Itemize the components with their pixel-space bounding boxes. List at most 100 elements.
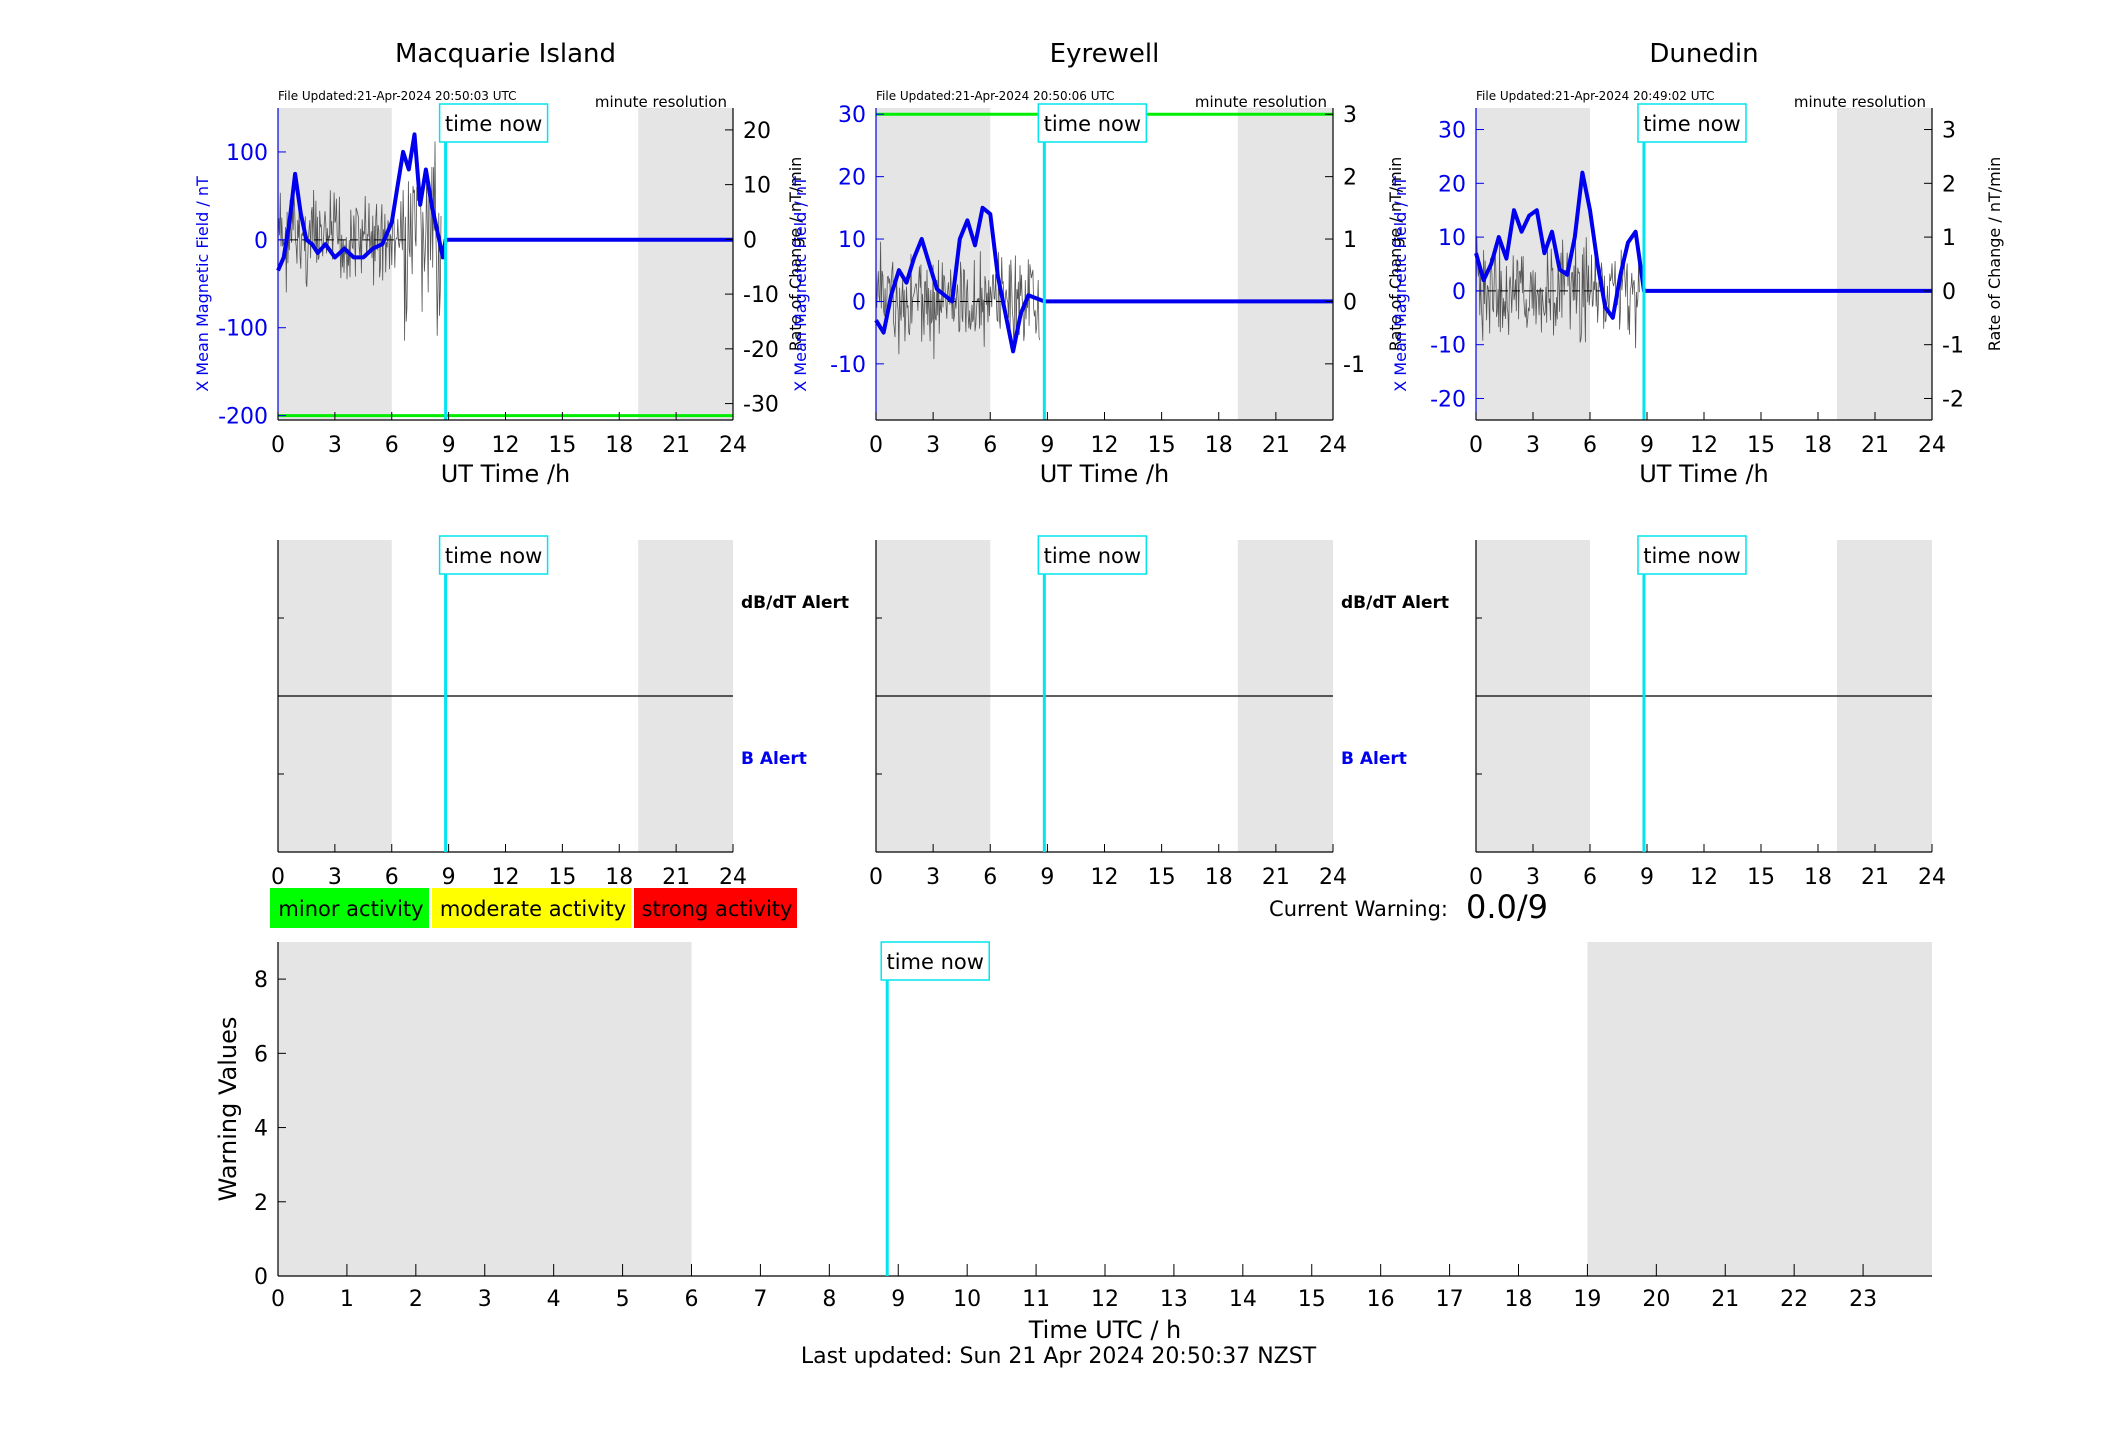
y-axis-label: Warning Values [214, 1017, 242, 1202]
legend-moderate-swatch [432, 888, 631, 928]
x-tick-label: 24 [1319, 865, 1347, 890]
x-tick-label: 11 [1022, 1287, 1050, 1312]
resolution-text: minute resolution [595, 93, 727, 111]
x-tick-label: 15 [548, 433, 576, 458]
night-shade-2 [1237, 108, 1333, 420]
x-tick-label: 9 [1640, 433, 1654, 458]
x-tick-label: 18 [1505, 1287, 1533, 1312]
time-now-label: time now [445, 112, 542, 136]
x-tick-label: 3 [926, 865, 940, 890]
y-tick-label: 6 [254, 1042, 268, 1067]
y-tick-label: 4 [254, 1117, 268, 1142]
y-tick-label: 8 [254, 968, 268, 993]
legend-minor-swatch [270, 888, 429, 928]
x-tick-label: 21 [1711, 1287, 1739, 1312]
station-title: Macquarie Island [395, 39, 616, 69]
station-title: Dunedin [1649, 39, 1758, 69]
x-tick-label: 12 [492, 433, 520, 458]
time-now-box [438, 535, 549, 575]
time-now-box [1037, 103, 1148, 143]
y-tick-label: 2 [254, 1191, 268, 1216]
alert-panel-3: time now 0 3 6 9 12 15 18 21 24 [1469, 535, 1946, 890]
x-axis-label: UT Time /h [1040, 460, 1170, 488]
right-tick-label: -20 [743, 338, 779, 363]
x-axis-label: UT Time /h [1639, 460, 1769, 488]
x-tick-label: 18 [605, 865, 633, 890]
x-tick-label: 15 [1747, 433, 1775, 458]
left-tick-label: 0 [1452, 280, 1466, 305]
y-tick-label: 0 [254, 1265, 268, 1290]
x-tick-label: 16 [1367, 1287, 1395, 1312]
x-tick-label: 9 [442, 865, 456, 890]
x-tick-label: 7 [753, 1287, 767, 1312]
x-tick-label: 22 [1780, 1287, 1808, 1312]
x-axis-label: Time UTC / h [1028, 1316, 1182, 1344]
x-tick-label: 17 [1436, 1287, 1464, 1312]
right-tick-label: 0 [1942, 280, 1956, 305]
resolution-text: minute resolution [1794, 93, 1926, 111]
time-now-box [880, 941, 990, 981]
legend-strong-label: strong activity [642, 897, 793, 921]
right-tick-label: 3 [1343, 103, 1357, 128]
x-tick-label: 21 [662, 433, 690, 458]
y-axis-label-left: X Mean Magnetic Field / nT [193, 176, 212, 392]
night-shade-2 [1587, 942, 1932, 1276]
x-tick-label: 8 [822, 1287, 836, 1312]
dbdt-alert-label: dB/dT Alert [741, 593, 849, 613]
x-tick-label: 6 [385, 865, 399, 890]
x-tick-label: 12 [1091, 865, 1119, 890]
x-axis-label: UT Time /h [441, 460, 571, 488]
x-tick-label: 6 [1583, 433, 1597, 458]
x-tick-label: 14 [1229, 1287, 1257, 1312]
y-axis-label-right: Rate of Change / nT/min [1386, 157, 1405, 352]
x-tick-label: 0 [869, 865, 883, 890]
left-tick-label: -10 [1430, 334, 1466, 359]
left-tick-label: 30 [1438, 119, 1466, 144]
dbdt-alert-label: dB/dT Alert [1341, 593, 1449, 613]
night-shade-2 [638, 108, 733, 420]
x-tick-label: 3 [328, 433, 342, 458]
left-tick-label: 100 [226, 141, 268, 166]
time-now-box [1037, 535, 1148, 575]
x-tick-label: 9 [891, 1287, 905, 1312]
x-tick-label: 15 [1148, 865, 1176, 890]
right-tick-label: 20 [743, 119, 771, 144]
x-tick-label: 21 [1262, 865, 1290, 890]
x-tick-label: 6 [983, 865, 997, 890]
left-tick-label: 10 [838, 228, 866, 253]
alert-panel-1: time now 0 3 6 9 12 15 18 21 24 dB/dT Alert B Alert [271, 535, 849, 890]
x-tick-label: 21 [1861, 433, 1889, 458]
x-tick-label: 3 [328, 865, 342, 890]
x-tick-label: 6 [385, 433, 399, 458]
time-now-label: time now [1044, 544, 1141, 568]
x-tick-label: 21 [1861, 865, 1889, 890]
x-tick-label: 9 [442, 433, 456, 458]
y-axis-label-left: X Mean Magnetic Field / nT [1391, 176, 1410, 392]
right-tick-label: 2 [1343, 166, 1357, 191]
x-tick-label: 9 [1040, 865, 1054, 890]
right-tick-label: 1 [1343, 228, 1357, 253]
time-now-label: time now [445, 544, 542, 568]
x-tick-label: 23 [1849, 1287, 1877, 1312]
right-tick-label: -10 [743, 283, 779, 308]
x-tick-label: 21 [1262, 433, 1290, 458]
left-tick-label: -200 [218, 405, 268, 430]
x-tick-label: 20 [1642, 1287, 1670, 1312]
x-tick-label: 18 [1804, 865, 1832, 890]
rate-of-change-trace [1475, 236, 1640, 349]
b-alert-label: B Alert [741, 749, 807, 769]
x-tick-label: 12 [1091, 433, 1119, 458]
station-title: Eyrewell [1050, 39, 1160, 69]
right-tick-label: 3 [1942, 119, 1956, 144]
file-updated-text: File Updated:21-Apr-2024 20:50:03 UTC [278, 89, 517, 103]
left-tick-label: 10 [1438, 226, 1466, 251]
left-tick-label: 0 [852, 290, 866, 315]
field-trace [874, 205, 1333, 354]
x-tick-label: 6 [685, 1287, 699, 1312]
left-tick-label: -20 [1430, 387, 1466, 412]
x-tick-label: 12 [1091, 1287, 1119, 1312]
x-tick-label: 5 [616, 1287, 630, 1312]
